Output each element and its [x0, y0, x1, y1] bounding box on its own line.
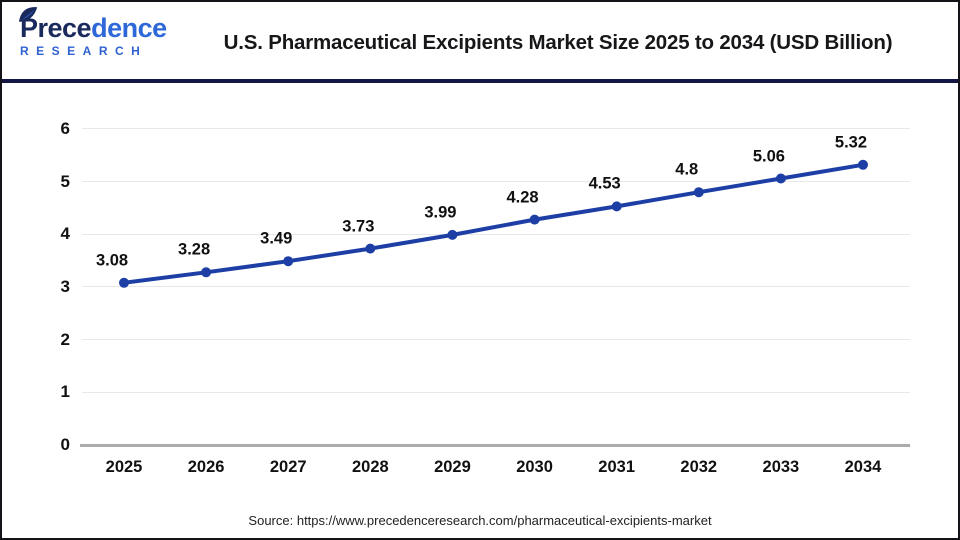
- data-point-label: 3.99: [424, 203, 457, 222]
- data-point-label: 5.06: [752, 147, 785, 165]
- data-point-marker: [447, 229, 458, 240]
- x-tick-label: 2026: [187, 458, 225, 476]
- logo-text-dence: dence: [91, 13, 167, 43]
- data-point-marker: [693, 187, 704, 198]
- data-point-marker: [529, 214, 540, 225]
- logo-text-prece: Prece: [20, 13, 92, 43]
- x-tick-label: 2034: [844, 458, 882, 476]
- data-point-label: 3.28: [178, 240, 211, 259]
- data-point-marker: [283, 256, 294, 267]
- x-tick-label: 2030: [516, 458, 553, 476]
- data-point-label: 3.73: [342, 217, 375, 236]
- x-tick-label: 2033: [762, 458, 800, 476]
- x-tick-label: 2029: [434, 458, 471, 476]
- logo-wordmark: Precedence: [18, 7, 170, 43]
- precedence-research-logo: Precedence RESEARCH: [18, 7, 170, 58]
- header-divider: [2, 79, 958, 83]
- y-tick-label: 2: [60, 329, 70, 349]
- gridline: [82, 181, 910, 183]
- x-tick-label: 2025: [105, 458, 143, 476]
- x-tick-label: 2028: [351, 458, 389, 476]
- y-tick-label: 4: [60, 224, 70, 244]
- source-text: Source: https://www.precedenceresearch.c…: [248, 513, 712, 528]
- gridline: [82, 391, 910, 393]
- page-title: U.S. Pharmaceutical Excipients Market Si…: [223, 31, 893, 54]
- header: Precedence RESEARCH U.S. Pharmaceutical …: [2, 2, 958, 79]
- gridline: [82, 286, 910, 288]
- data-point-label: 4.28: [506, 188, 539, 207]
- y-tick-label: 0: [60, 435, 70, 454]
- logo-text-research: RESEARCH: [20, 44, 148, 58]
- gridline: [82, 339, 910, 341]
- x-tick-label: 2032: [680, 458, 718, 476]
- x-axis-line: [80, 443, 910, 447]
- gridline: [82, 128, 910, 130]
- data-point-label: 3.49: [260, 229, 293, 248]
- y-tick-label: 5: [60, 171, 70, 191]
- trend-line: [122, 162, 865, 285]
- gridline: [82, 233, 910, 235]
- data-point-label: 4.53: [588, 174, 621, 193]
- data-point-marker: [201, 267, 212, 278]
- data-point-label: 4.8: [675, 160, 699, 179]
- data-point-label: 3.08: [95, 251, 129, 270]
- x-tick-label: 2031: [598, 458, 636, 476]
- data-point-marker: [611, 201, 622, 212]
- y-tick-label: 3: [60, 276, 70, 296]
- data-point-marker: [858, 159, 868, 170]
- y-tick-label: 1: [60, 382, 70, 402]
- data-point-marker: [365, 243, 376, 254]
- data-point-label: 5.32: [834, 133, 868, 152]
- y-tick-label: 6: [60, 118, 70, 138]
- leaf-icon: [18, 7, 38, 22]
- x-tick-label: 2027: [269, 458, 307, 476]
